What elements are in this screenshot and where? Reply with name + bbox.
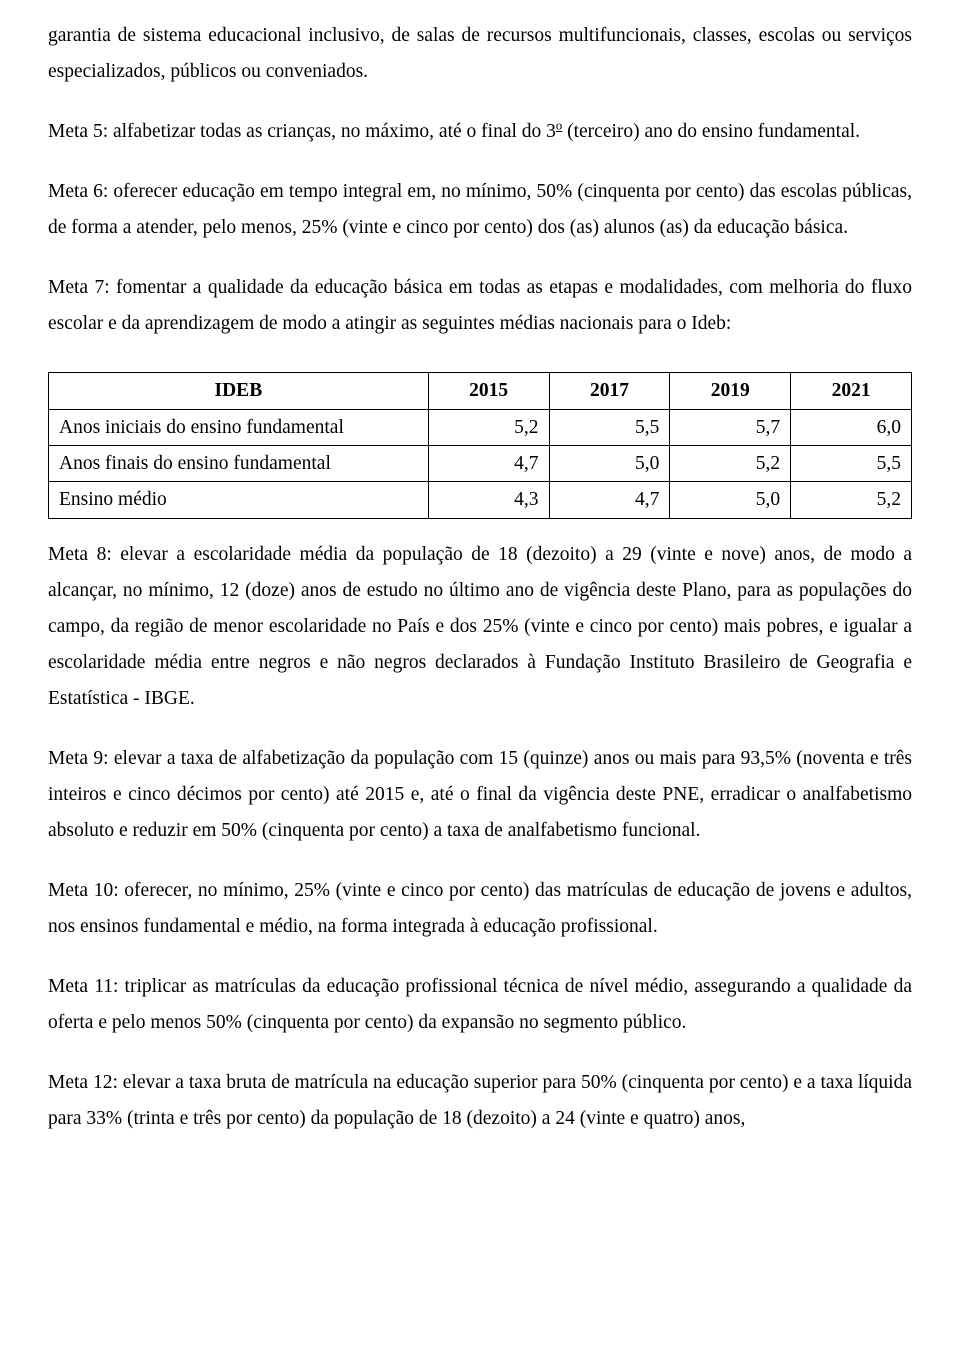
table-cell-value: 4,3 <box>428 482 549 518</box>
table-row: Ensino médio 4,3 4,7 5,0 5,2 <box>49 482 912 518</box>
paragraph-meta12: Meta 12: elevar a taxa bruta de matrícul… <box>48 1065 912 1137</box>
table-cell-value: 5,5 <box>549 409 670 445</box>
table-row: Anos finais do ensino fundamental 4,7 5,… <box>49 446 912 482</box>
meta5-text-part1: Meta 5: alfabetizar todas as crianças, n… <box>48 121 556 142</box>
paragraph-meta6: Meta 6: oferecer educação em tempo integ… <box>48 174 912 246</box>
paragraph-meta7: Meta 7: fomentar a qualidade da educação… <box>48 270 912 342</box>
table-cell-value: 4,7 <box>428 446 549 482</box>
table-cell-label: Ensino médio <box>49 482 429 518</box>
table-cell-label: Anos iniciais do ensino fundamental <box>49 409 429 445</box>
paragraph-meta8: Meta 8: elevar a escolaridade média da p… <box>48 537 912 717</box>
table-cell-value: 5,2 <box>791 482 912 518</box>
table-header-ideb: IDEB <box>49 373 429 409</box>
meta5-text-part2: (terceiro) ano do ensino fundamental. <box>562 121 860 142</box>
paragraph-meta5: Meta 5: alfabetizar todas as crianças, n… <box>48 114 912 150</box>
paragraph-intro: garantia de sistema educacional inclusiv… <box>48 18 912 90</box>
table-cell-value: 5,7 <box>670 409 791 445</box>
table-cell-value: 5,0 <box>549 446 670 482</box>
table-header-2019: 2019 <box>670 373 791 409</box>
table-header-2015: 2015 <box>428 373 549 409</box>
ideb-table: IDEB 2015 2017 2019 2021 Anos iniciais d… <box>48 372 912 518</box>
table-header-row: IDEB 2015 2017 2019 2021 <box>49 373 912 409</box>
table-cell-value: 5,0 <box>670 482 791 518</box>
table-cell-label: Anos finais do ensino fundamental <box>49 446 429 482</box>
table-row: Anos iniciais do ensino fundamental 5,2 … <box>49 409 912 445</box>
table-header-2017: 2017 <box>549 373 670 409</box>
document-page: garantia de sistema educacional inclusiv… <box>0 0 960 1357</box>
table-cell-value: 5,2 <box>428 409 549 445</box>
table-cell-value: 4,7 <box>549 482 670 518</box>
paragraph-meta10: Meta 10: oferecer, no mínimo, 25% (vinte… <box>48 873 912 945</box>
table-cell-value: 6,0 <box>791 409 912 445</box>
table-cell-value: 5,2 <box>670 446 791 482</box>
table-cell-value: 5,5 <box>791 446 912 482</box>
paragraph-meta9: Meta 9: elevar a taxa de alfabetização d… <box>48 741 912 849</box>
paragraph-meta11: Meta 11: triplicar as matrículas da educ… <box>48 969 912 1041</box>
table-header-2021: 2021 <box>791 373 912 409</box>
